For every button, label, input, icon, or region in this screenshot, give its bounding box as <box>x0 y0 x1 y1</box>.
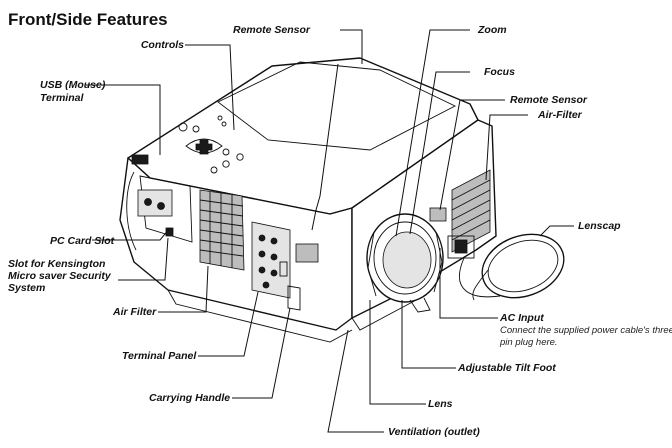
lens-assembly <box>366 213 444 303</box>
pc-card-area <box>137 189 174 237</box>
usb-terminal <box>131 154 149 165</box>
label-kensington-line3: System <box>8 282 46 294</box>
label-pc-card-slot: PC Card Slot <box>50 235 115 247</box>
label-kensington-line1: Slot for Kensington <box>8 258 106 270</box>
carrying-handle <box>287 285 301 311</box>
label-lens: Lens <box>428 398 453 410</box>
label-ac-input: AC Input <box>500 312 544 324</box>
lens-cap <box>459 233 565 301</box>
label-usb-line2: Terminal <box>40 92 84 104</box>
label-ventilation: Ventilation (outlet) <box>388 426 480 438</box>
tilt-foot <box>409 297 431 313</box>
leader-lines <box>86 29 574 433</box>
label-usb-line1: USB (Mouse) <box>40 79 106 91</box>
label-remote-sensor-top: Remote Sensor <box>233 24 311 36</box>
page-title: Front/Side Features <box>8 10 168 29</box>
ac-input-note-line1: Connect the supplied power cable's three… <box>500 325 672 336</box>
front-air-filter <box>199 189 245 271</box>
control-panel <box>178 115 244 174</box>
label-focus: Focus <box>484 66 515 78</box>
label-adjustable-tilt-foot: Adjustable Tilt Foot <box>458 362 556 374</box>
side-features <box>429 169 491 259</box>
terminal-panel-ports <box>251 221 291 299</box>
label-zoom: Zoom <box>478 24 507 36</box>
label-air-filter-side: Air-Filter <box>538 109 582 121</box>
label-lenscap: Lenscap <box>578 220 621 232</box>
label-controls: Controls <box>140 39 184 51</box>
ac-input-note-line2: pin plug here. <box>500 337 558 348</box>
label-carrying-handle: Carrying Handle <box>149 392 231 404</box>
front-remote-sensor <box>295 243 319 263</box>
label-kensington-line2: Micro saver Security <box>8 270 111 282</box>
label-remote-sensor-side: Remote Sensor <box>510 94 588 106</box>
label-terminal-panel: Terminal Panel <box>122 350 197 362</box>
label-air-filter-front: Air Filter <box>113 306 157 318</box>
